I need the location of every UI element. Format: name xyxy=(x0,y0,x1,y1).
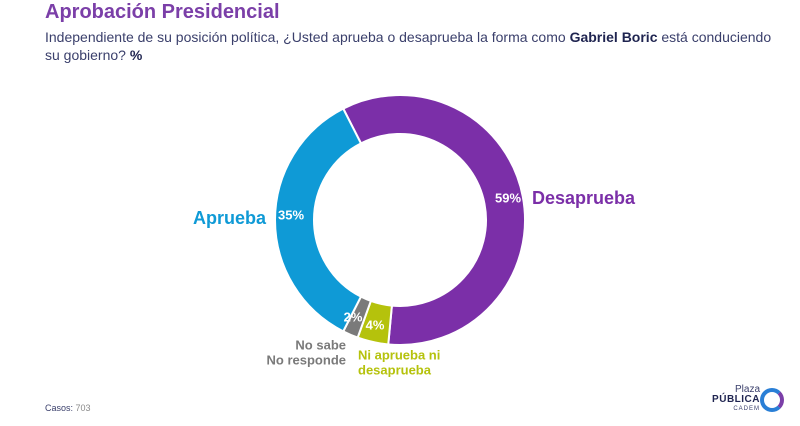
category-label-ni-aprueba-ni-desaprueba-line-1: Ni aprueba ni xyxy=(358,347,440,362)
category-label-no-sabe-no-responde-line-2: No responde xyxy=(267,352,346,367)
value-label-aprueba: 35% xyxy=(278,207,304,222)
brand-logo: Plaza PÚBLICA CADEM xyxy=(706,384,786,418)
value-label-ni-aprueba-ni-desaprueba: 4% xyxy=(366,317,385,332)
logo-ring-icon xyxy=(760,388,784,412)
page-title: Aprobación Presidencial xyxy=(45,1,280,23)
value-label-no-sabe-no-responde: 2% xyxy=(344,309,363,324)
question-president-name: Gabriel Boric xyxy=(569,29,658,45)
value-label-desaprueba: 59% xyxy=(495,190,521,205)
slice-aprueba xyxy=(274,107,363,333)
logo-line-2: PÚBLICA xyxy=(712,394,760,405)
question-text-start: Independiente de su posición política, ¿… xyxy=(45,29,570,45)
question-text: Independiente de su posición política, ¿… xyxy=(45,28,785,64)
category-label-no-sabe-no-responde-line-1: No sabe xyxy=(295,337,346,352)
logo-line-1: Plaza xyxy=(734,384,760,395)
sample-size-label: Casos: xyxy=(45,403,74,413)
question-text-end: está conduciendo su gobierno? xyxy=(45,29,772,63)
category-label-ni-aprueba-ni-desaprueba-line-2: desaprueba xyxy=(358,362,432,377)
sample-size: Casos: 703 xyxy=(45,403,91,413)
question-unit: % xyxy=(129,47,143,63)
sample-size-value: 703 xyxy=(75,403,91,413)
logo-line-3: CADEM xyxy=(733,406,760,412)
slice-desaprueba xyxy=(341,94,526,346)
category-label-aprueba: Aprueba xyxy=(193,208,267,228)
category-label-desaprueba: Desaprueba xyxy=(532,188,636,208)
